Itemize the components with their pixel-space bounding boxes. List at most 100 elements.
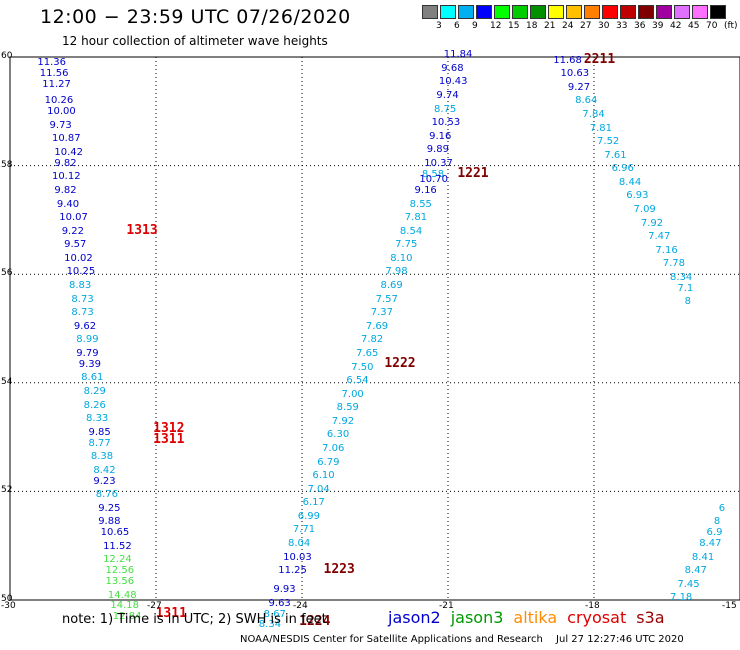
map-title: 12:00 − 23:59 UTC 07/26/2020 — [40, 6, 351, 28]
wave-height-value: 6.99 — [297, 510, 320, 522]
wave-height-value: 7.98 — [385, 266, 408, 278]
legend-swatch — [494, 5, 510, 19]
wave-height-value: 7.82 — [361, 334, 384, 346]
wave-height-value: 9.93 — [273, 584, 296, 596]
legend-swatch — [548, 5, 564, 19]
color-legend-labels: 3 6 9 12 15 18 21 24 27 30 33 36 39 42 45 70 (ft) — [422, 21, 740, 35]
satellite-legend-item: s3a — [636, 608, 665, 627]
legend-label: 39 — [652, 21, 664, 31]
wave-height-value: 7.50 — [351, 361, 374, 373]
wave-height-value: 7.37 — [370, 307, 393, 319]
wave-height-value: 14.18 — [110, 600, 139, 612]
wave-height-value: 10.53 — [431, 117, 461, 129]
wave-height-value: 10.12 — [51, 171, 81, 183]
wave-height-value: 9.68 — [441, 62, 464, 74]
wave-height-value: 10.63 — [560, 68, 590, 80]
y-tick-label: 58 — [1, 159, 13, 170]
legend-label: 30 — [598, 21, 610, 31]
legend-label: 18 — [526, 21, 538, 31]
legend-swatch — [656, 5, 672, 19]
wave-height-value: 11.56 — [39, 68, 69, 80]
wave-height-value: 7.57 — [375, 293, 398, 305]
legend-swatch — [458, 5, 474, 19]
wave-height-value: 11.27 — [42, 79, 71, 91]
legend-swatch — [530, 5, 546, 19]
x-tick-label: -18 — [585, 601, 600, 611]
legend-label: 15 — [508, 21, 520, 31]
wave-height-value: 11.36 — [37, 57, 66, 69]
y-tick-label: 56 — [1, 268, 13, 279]
wave-height-value: 7.18 — [670, 592, 693, 604]
wave-height-value: 10.03 — [283, 551, 312, 563]
wave-height-value: 8 — [684, 296, 691, 308]
wave-height-value: 7.69 — [365, 320, 389, 332]
legend-label: 12 — [490, 21, 502, 31]
wave-height-value: 10.37 — [424, 157, 453, 169]
units-note: note: 1) Time is in UTC; 2) SWH is in fe… — [62, 612, 327, 627]
legend-label: 36 — [634, 21, 646, 31]
legend-swatch — [476, 5, 492, 19]
wave-height-value: 8.64 — [575, 95, 598, 107]
credit-text: NOAA/NESDIS Center for Satellite Applica… — [240, 634, 543, 645]
wave-height-value: 8.04 — [288, 537, 311, 549]
legend-swatch — [512, 5, 528, 19]
wave-height-value: 10.70 — [419, 174, 449, 186]
wave-height-value: 8.73 — [71, 293, 94, 305]
wave-height-value: 12.24 — [103, 554, 132, 566]
wave-height-value: 8.44 — [618, 176, 642, 188]
wave-height-value: 9.89 — [426, 144, 449, 156]
legend-swatch — [422, 5, 438, 19]
wave-height-value: 11.52 — [103, 540, 132, 552]
wave-height-value: 9.88 — [98, 516, 121, 528]
legend-label: 6 — [454, 21, 460, 31]
wave-height-value: 12.84 — [112, 611, 142, 623]
wave-height-value: 9.74 — [436, 90, 459, 101]
x-tick-label: -27 — [147, 601, 162, 611]
x-tick-label: -24 — [293, 601, 308, 611]
x-tick-label: -30 — [1, 601, 16, 611]
wave-height-value: 9.25 — [98, 502, 121, 514]
pass-time-label: 1224 — [299, 613, 331, 629]
wave-height-value: 8.69 — [380, 280, 403, 292]
wave-height-value: 6.10 — [312, 470, 335, 482]
wave-height-value: 8.29 — [83, 385, 106, 397]
wave-height-value: 10.87 — [51, 133, 81, 145]
wave-height-value: 8.58 — [421, 168, 445, 180]
legend-label: 9 — [472, 21, 478, 31]
wave-height-value: 6.79 — [317, 456, 340, 468]
wave-height-value: 10.26 — [44, 95, 74, 107]
x-tick-label: -21 — [439, 601, 454, 611]
wave-height-value: 14.48 — [107, 589, 137, 601]
wave-height-value: 8.42 — [93, 464, 116, 476]
legend-swatch — [440, 5, 456, 19]
wave-height-value: 7.04 — [307, 483, 330, 495]
wave-height-value: 8.99 — [76, 334, 99, 346]
wave-height-value: 6.17 — [302, 497, 325, 509]
pass-time-label: 1223 — [323, 562, 355, 578]
wave-height-value: 7.16 — [655, 244, 678, 256]
wave-height-value: 9.16 — [414, 185, 437, 197]
wave-height-value: 10.07 — [59, 212, 88, 224]
wave-height-value: 6.9 — [706, 527, 723, 539]
wave-height-value: 8.47 — [699, 537, 722, 549]
wave-height-value: 7.65 — [356, 347, 379, 359]
legend-swatch — [602, 5, 618, 19]
wave-height-value: 8 — [713, 516, 721, 528]
wave-height-value: 8.83 — [69, 280, 92, 292]
legend-swatch — [674, 5, 690, 19]
wave-height-value: 10.42 — [54, 147, 84, 159]
wave-height-value: 8.38 — [90, 451, 114, 463]
wave-height-value: 6.54 — [346, 375, 369, 387]
wave-height-value: 8.34 — [670, 271, 693, 283]
wave-height-value: 6.96 — [611, 163, 634, 175]
wave-height-value: 8.73 — [71, 307, 94, 319]
pass-time-label: 1311 — [153, 431, 185, 447]
wave-height-value: 7.61 — [604, 149, 627, 161]
wave-height-value: 8.41 — [691, 551, 715, 563]
wave-height-value: 13.56 — [105, 575, 135, 587]
wave-height-value: 7.92 — [331, 415, 355, 427]
wave-height-value: 9.79 — [76, 347, 99, 359]
legend-swatch — [692, 5, 708, 19]
wave-height-value: 7.52 — [597, 136, 620, 148]
wave-height-value: 10.65 — [100, 527, 130, 539]
